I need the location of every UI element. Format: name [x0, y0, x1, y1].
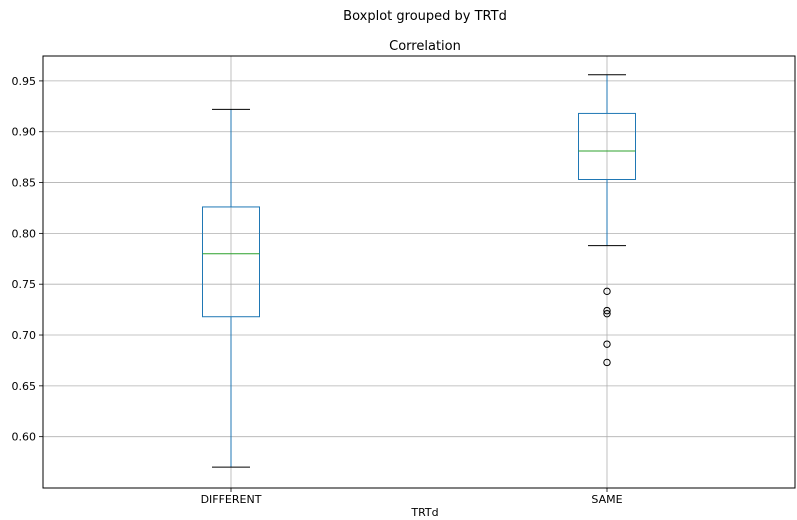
- grid-layer: [43, 56, 795, 488]
- y-tick-label: 0.95: [12, 75, 37, 88]
- outlier-point: [603, 309, 611, 318]
- y-tick-label: 0.65: [12, 380, 37, 393]
- figure-suptitle: Boxplot grouped by TRTd: [343, 9, 507, 24]
- y-tick-label: 0.75: [12, 278, 37, 291]
- y-tick-label: 0.90: [12, 126, 37, 139]
- outlier-point: [603, 287, 611, 296]
- x-tick-label: SAME: [591, 493, 622, 506]
- axes-title: Correlation: [389, 39, 461, 54]
- outlier-point: [603, 306, 611, 315]
- outlier-point: [603, 358, 611, 367]
- box-layer: [202, 74, 636, 468]
- y-tick-label: 0.85: [12, 177, 37, 190]
- y-tick-label: 0.80: [12, 227, 37, 240]
- y-tick-label: 0.60: [12, 431, 37, 444]
- plot-frame: [42, 55, 796, 489]
- tick-layer: 0.60 0.65 0.70 0.75 0.80 0.85 0.90 0.95 DIFFEREN…: [12, 75, 623, 506]
- x-axis-label: TRTd: [410, 506, 438, 519]
- x-tick-label: DIFFERENT: [201, 493, 262, 506]
- outlier-point: [603, 340, 611, 348]
- y-tick-label: 0.70: [12, 329, 37, 342]
